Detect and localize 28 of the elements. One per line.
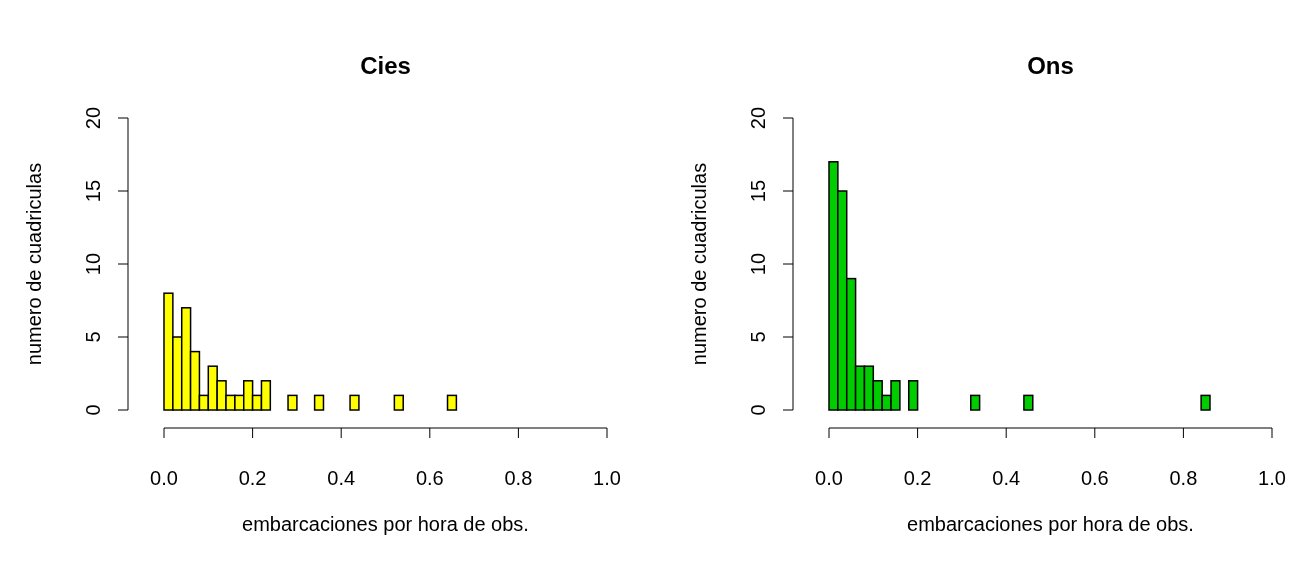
y-tick-label: 5 — [747, 331, 769, 343]
x-tick-label: 0.4 — [327, 467, 356, 489]
x-axis-title: embarcaciones por hora de obs. — [242, 513, 529, 535]
x-tick-label: 0.6 — [415, 467, 444, 489]
x-tick-label: 0.8 — [1169, 467, 1198, 489]
x-tick-label: 0.0 — [815, 467, 843, 489]
y-axis-title: numero de cuadriculas — [23, 162, 45, 366]
y-tick-label: 5 — [82, 331, 104, 343]
y-tick-label: 20 — [82, 106, 104, 130]
x-tick-label: 0.2 — [903, 467, 932, 489]
y-tick-label: 20 — [747, 106, 769, 130]
x-tick-label: 1.0 — [1258, 467, 1286, 489]
y-tick-label: 0 — [747, 404, 769, 416]
y-tick-label: 15 — [747, 179, 769, 203]
x-tick-label: 0.4 — [992, 467, 1021, 489]
x-tick-label: 0.8 — [504, 467, 533, 489]
x-tick-label: 0.2 — [238, 467, 267, 489]
y-tick-label: 10 — [82, 252, 104, 276]
y-tick-label: 0 — [82, 404, 104, 416]
chart-title: Cies — [360, 52, 411, 79]
y-tick-label: 15 — [82, 179, 104, 203]
y-axis-title: numero de cuadriculas — [688, 162, 710, 366]
x-axis-title: embarcaciones por hora de obs. — [907, 513, 1194, 535]
chart-title: Ons — [1027, 52, 1074, 79]
x-tick-label: 0.6 — [1080, 467, 1109, 489]
x-tick-label: 0.0 — [150, 467, 178, 489]
y-tick-label: 10 — [747, 252, 769, 276]
x-tick-label: 1.0 — [593, 467, 621, 489]
